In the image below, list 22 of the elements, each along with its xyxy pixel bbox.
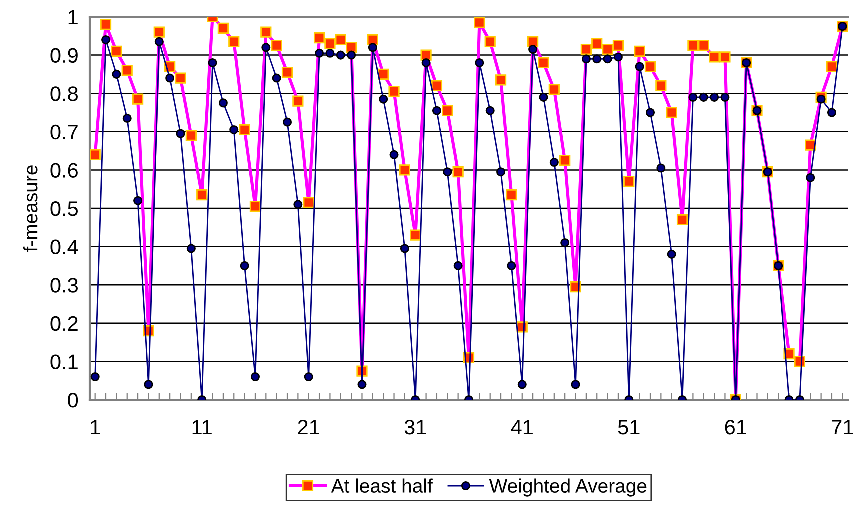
y-tick-label: 0.3 [50, 278, 78, 293]
x-tick-label: 11 [192, 420, 212, 435]
x-tick-label: 41 [511, 420, 533, 435]
x-tick-label: 51 [618, 420, 640, 435]
x-tick-label: 61 [725, 420, 746, 435]
x-tick-label: 1 [91, 420, 100, 435]
y-tick-label: 0.1 [50, 354, 78, 370]
y-axis-title: f-measure [23, 166, 38, 252]
x-tick-label: 21 [298, 420, 320, 435]
legend-label: At least half [331, 478, 433, 494]
y-tick-label: 0.4 [50, 240, 78, 255]
y-tick-label: 0.6 [50, 163, 78, 178]
y-tick-label: 0.2 [50, 316, 78, 332]
y-tick-label: 0.5 [50, 202, 78, 216]
y-tick-label: 1 [68, 10, 78, 25]
x-tick-label: 31 [404, 420, 426, 435]
x-tick-label: 71 [832, 420, 854, 435]
y-tick-label: 0.7 [50, 124, 78, 140]
y-tick-label: 0 [68, 393, 78, 408]
y-tick-label: 0.9 [50, 48, 78, 64]
y-tick-label: 0.8 [50, 86, 78, 102]
legend-label: Weighted Average [489, 478, 647, 497]
